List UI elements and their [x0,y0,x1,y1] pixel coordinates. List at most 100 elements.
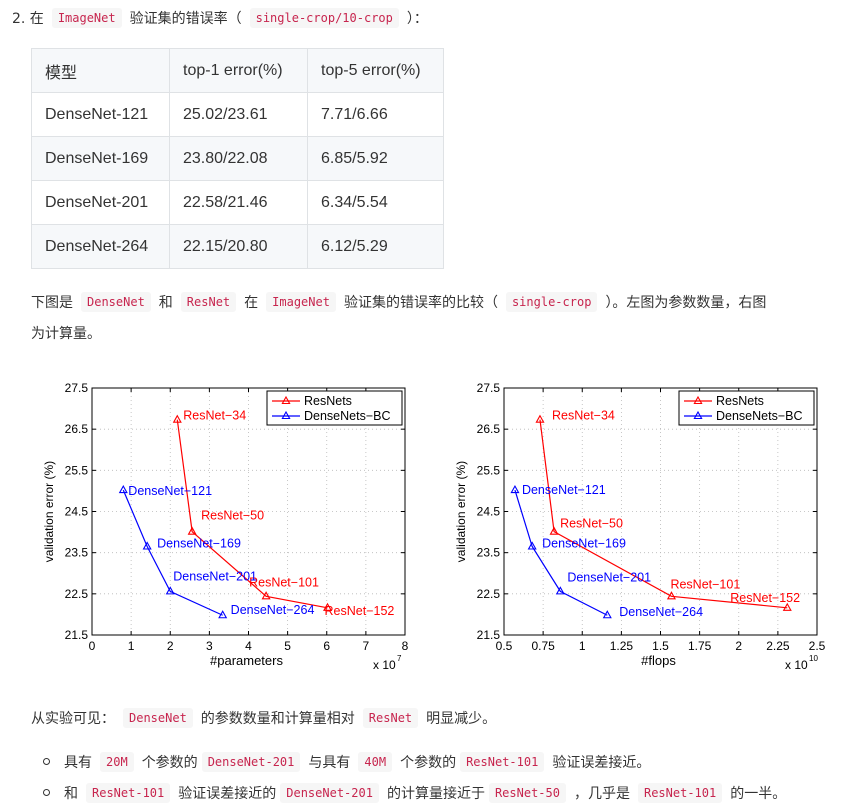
legend-marker [281,410,291,420]
inline-code: ResNet-101 [460,751,545,772]
x-tick-label: 2 [167,639,174,653]
y-tick-label: 27.5 [65,381,89,395]
x-tick-label: 4 [245,639,252,653]
table-header-cell: 模型 [31,48,170,93]
x-multiplier-label: x 10 [785,658,808,672]
data-point-marker [142,541,152,550]
legend-label: ResNets [716,394,764,408]
x-axis-label: #flops [641,653,676,668]
data-point-label: ResNet−50 [201,509,264,523]
list-text: 与具有 [308,754,351,771]
data-point-label: DenseNet−201 [567,570,651,584]
x-tick-label: 3 [206,639,213,653]
y-tick-label: 21.5 [65,628,89,642]
heading-text: 验证集的错误率（ [129,11,242,27]
y-axis-label: validation error (%) [42,461,56,562]
data-point-label: ResNet−101 [249,575,319,589]
data-point-label: DenseNet−169 [542,536,626,550]
paragraph-text: 从实验可见： [31,711,115,727]
inline-code: 40M [358,751,393,772]
legend-marker [693,410,703,420]
paragraph-text: 和 [158,295,173,311]
table-cell: DenseNet-264 [31,224,170,269]
data-point-marker [666,591,676,600]
series-line [539,419,788,609]
list-text: ，几乎是 [573,785,630,802]
inline-code: DenseNet-201 [280,782,379,803]
x-tick-label: 1.25 [610,639,634,653]
table-cell: 6.85/5.92 [307,136,444,181]
x-tick-label: 6 [323,639,330,653]
x-tick-label: 2.5 [809,639,826,653]
data-point-label: ResNet−101 [670,577,740,591]
section-heading: 2. 在 ImageNet 验证集的错误率（ single-crop/10-cr… [12,5,428,31]
legend-label: ResNets [304,394,352,408]
data-point-label: ResNet−34 [183,409,246,423]
table-cell: 22.15/20.80 [169,224,308,269]
list-text: 的一半。 [730,785,787,802]
conclusion-list: 具有 20M 个参数的 DenseNet-201 与具有 40M 个参数的 Re… [0,746,786,808]
data-point-marker [549,526,559,535]
inline-code: ResNet-101 [86,782,171,803]
params-error-chart: 0 1 2 3 4 5 6 7 821.522.523.524.525.526.527.5#pa… [42,381,409,672]
bullet-icon [43,789,50,796]
x-tick-label: 1 [128,639,135,653]
paragraph-text: 为计算量。 [31,326,101,342]
heading-text: ）： [406,11,428,27]
inline-code: single-crop/10-crop [249,8,399,28]
paragraph-text: 的参数数量和计算量相对 [200,711,355,727]
x-multiplier-exponent: 10 [809,654,818,663]
series-line [514,489,608,616]
table-header-cell: top-5 error(%) [307,48,444,93]
table-cell: 25.02/23.61 [169,92,308,137]
y-tick-label: 22.5 [477,587,501,601]
table-row: DenseNet-264 22.15/20.80 6.12/5.29 [31,224,444,269]
x-tick-label: 5 [284,639,291,653]
table-cell: DenseNet-121 [31,92,170,137]
series-line [176,419,328,609]
data-point-label: DenseNet−121 [522,483,606,497]
inline-code: DenseNet [123,708,193,728]
y-tick-label: 24.5 [477,505,501,519]
error-rate-table: 模型 top-1 error(%) top-5 error(%) DenseNe… [31,48,444,269]
list-text: 和 [64,785,78,802]
data-point-label: DenseNet−264 [231,603,315,617]
inline-code: ResNet [362,708,419,728]
data-point-marker [510,484,520,494]
list-item: 和 ResNet-101 验证误差接近的 DenseNet-201 的计算量接近… [0,777,786,808]
paragraph-line: 从实验可见： DenseNet 的参数数量和计算量相对 ResNet 明显减少。 [31,705,496,731]
list-text: 验证误差接近。 [552,754,651,771]
y-tick-label: 23.5 [477,546,501,560]
y-tick-label: 27.5 [477,381,501,395]
x-tick-label: 1.5 [652,639,669,653]
paragraph-line: 下图是 DenseNet 和 ResNet 在 ImageNet 验证集的错误率… [31,289,766,315]
inline-code: single-crop [505,292,598,312]
x-tick-label: 1.75 [688,639,712,653]
table-header-cell: top-1 error(%) [169,48,308,93]
table-header-row: 模型 top-1 error(%) top-5 error(%) [31,48,444,93]
heading-number: 2. 在 [12,11,44,27]
table-row: DenseNet-169 23.80/22.08 6.85/5.92 [31,136,444,181]
x-tick-label: 0 [89,639,96,653]
y-axis-label: validation error (%) [454,461,468,562]
y-tick-label: 25.5 [65,463,89,477]
data-point-marker [187,526,197,535]
x-tick-label: 7 [363,639,370,653]
inline-code: 20M [100,751,134,772]
data-point-marker [322,602,333,611]
list-text: 个参数的 [141,754,198,771]
table-cell: 23.80/22.08 [169,136,308,181]
legend-label: DenseNets−BC [716,409,803,423]
inline-code: ResNet-50 [488,782,566,803]
legend-box [266,390,403,426]
table-row: DenseNet-201 22.58/21.46 6.34/5.54 [31,180,444,225]
data-point-label: ResNet−50 [560,517,623,531]
y-tick-label: 22.5 [65,587,89,601]
data-point-marker [165,586,175,595]
data-point-marker [261,591,271,600]
data-point-marker [535,414,545,423]
flops-error-chart: 0.5 0.75 1 1.25 1.5 1.75 2 2.25 2.5 21.5 22.5 23.5 2… [454,381,826,672]
list-item: 具有 20M 个参数的 DenseNet-201 与具有 40M 个参数的 Re… [0,746,786,777]
data-point-marker [555,586,565,595]
inline-code: DenseNet [81,292,151,312]
